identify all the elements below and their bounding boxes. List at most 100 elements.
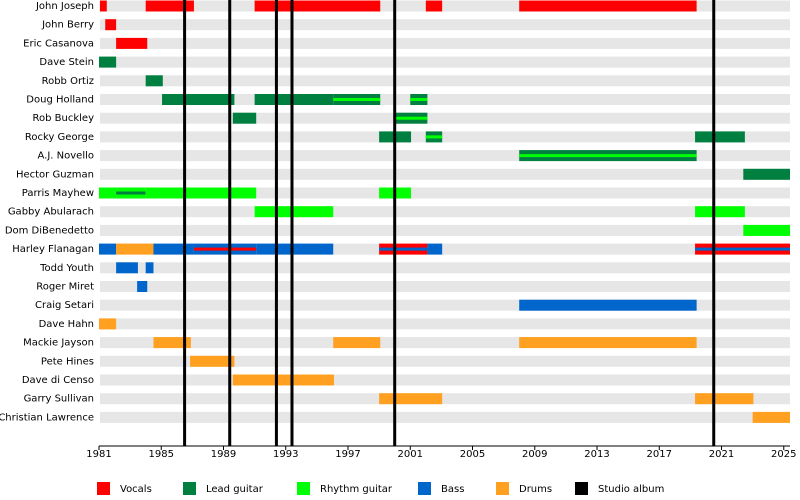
tenure-bar	[99, 243, 117, 255]
member-label: Dom DiBenedetto	[5, 225, 94, 236]
tenure-stripe	[193, 247, 257, 251]
row-background	[100, 112, 790, 124]
tenure-bar	[153, 243, 194, 255]
row-background	[100, 299, 790, 311]
legend-label: Lead guitar	[206, 484, 264, 495]
tenure-bar	[254, 206, 334, 218]
row-background	[100, 75, 790, 87]
legend-label: Vocals	[120, 484, 152, 495]
row-background	[100, 262, 790, 274]
tenure-bar	[116, 262, 138, 274]
tenure-stripe	[425, 135, 443, 139]
member-label: Roger Miret	[36, 282, 94, 293]
tenure-stripe	[379, 247, 428, 251]
tenure-bar	[99, 56, 117, 68]
x-tick-label: 2009	[522, 449, 547, 460]
tenure-bar	[695, 393, 754, 405]
member-label: Dave Stein	[39, 57, 94, 68]
row-background	[100, 131, 790, 143]
x-tick-label: 2025	[771, 449, 796, 460]
legend-swatch	[418, 482, 431, 495]
member-label: Mackie Jayson	[23, 338, 94, 349]
tenure-bar	[254, 0, 381, 12]
row-background	[100, 150, 790, 162]
tenure-stripe	[116, 191, 146, 195]
tenure-bar	[743, 224, 790, 236]
row-background	[100, 56, 790, 68]
member-label: Garry Sullivan	[24, 394, 94, 405]
x-tick-label: 1997	[335, 449, 360, 460]
legend-label: Drums	[519, 484, 552, 495]
row-background	[100, 411, 790, 423]
member-label: Dave di Censo	[22, 375, 94, 386]
tenure-bar	[145, 75, 163, 87]
row-background	[100, 393, 790, 405]
member-label: Craig Setari	[35, 300, 94, 311]
tenure-bar	[232, 374, 335, 386]
tenure-bar	[116, 37, 148, 49]
row-background	[100, 0, 790, 12]
x-tick-label: 2017	[647, 449, 672, 460]
tenure-bar	[162, 94, 235, 105]
member-label: Doug Holland	[26, 95, 94, 106]
tenure-bar	[232, 112, 257, 124]
x-tick-label: 2005	[460, 449, 485, 460]
member-label: Rocky George	[25, 132, 94, 143]
tenure-bar	[137, 281, 148, 292]
x-tick-label: 2013	[584, 449, 609, 460]
tenure-stripe	[519, 154, 697, 158]
tenure-bar	[519, 337, 697, 349]
member-label: Parris Mayhew	[22, 188, 94, 199]
x-tick-label: 2001	[398, 449, 423, 460]
x-tick-label: 1989	[211, 449, 236, 460]
member-label: Todd Youth	[39, 263, 94, 274]
legend-label: Bass	[441, 484, 464, 495]
x-tick-label: 2021	[709, 449, 734, 460]
member-label: Rob Buckley	[33, 113, 95, 124]
member-label: Hector Guzman	[16, 169, 94, 180]
tenure-bar	[425, 0, 443, 12]
member-label: Dave Hahn	[39, 319, 94, 330]
member-label: Robb Ortiz	[42, 76, 94, 87]
legend-swatch	[183, 482, 196, 495]
tenure-bar	[427, 243, 443, 255]
tenure-bar	[254, 94, 334, 105]
row-background	[100, 374, 790, 386]
tenure-stripe	[333, 98, 381, 101]
tenure-bar	[105, 19, 117, 31]
tenure-bar	[695, 206, 745, 218]
row-background	[100, 318, 790, 330]
tenure-bar	[116, 243, 154, 255]
row-background	[100, 168, 790, 180]
tenure-bar	[145, 262, 154, 274]
member-label: Pete Hines	[41, 356, 94, 367]
legend-swatch	[297, 482, 310, 495]
x-tick-label: 1985	[149, 449, 174, 460]
tenure-stripe	[695, 247, 790, 251]
tenure-bar	[145, 0, 194, 12]
tenure-bar	[519, 0, 697, 12]
tenure-bar	[695, 131, 745, 143]
member-label: John Joseph	[35, 1, 94, 12]
legend-swatch	[575, 482, 588, 495]
tenure-bar	[256, 243, 334, 255]
member-label: A.J. Novello	[38, 151, 95, 162]
member-label: Harley Flanagan	[12, 244, 94, 255]
tenure-bar	[743, 168, 790, 180]
tenure-bar	[99, 0, 107, 12]
member-label: Gabby Abularach	[8, 207, 94, 218]
row-background	[100, 37, 790, 49]
row-background	[100, 281, 790, 292]
row-background	[100, 187, 790, 199]
member-label: Eric Casanova	[23, 38, 94, 49]
tenure-bar	[190, 355, 235, 367]
member-label: John Berry	[41, 20, 94, 31]
row-background	[100, 243, 790, 255]
tenure-bar	[333, 337, 381, 349]
row-background	[100, 355, 790, 367]
tenure-bar	[153, 337, 191, 349]
row-background	[100, 337, 790, 349]
tenure-bar	[145, 187, 257, 199]
legend-label: Rhythm guitar	[320, 484, 393, 495]
